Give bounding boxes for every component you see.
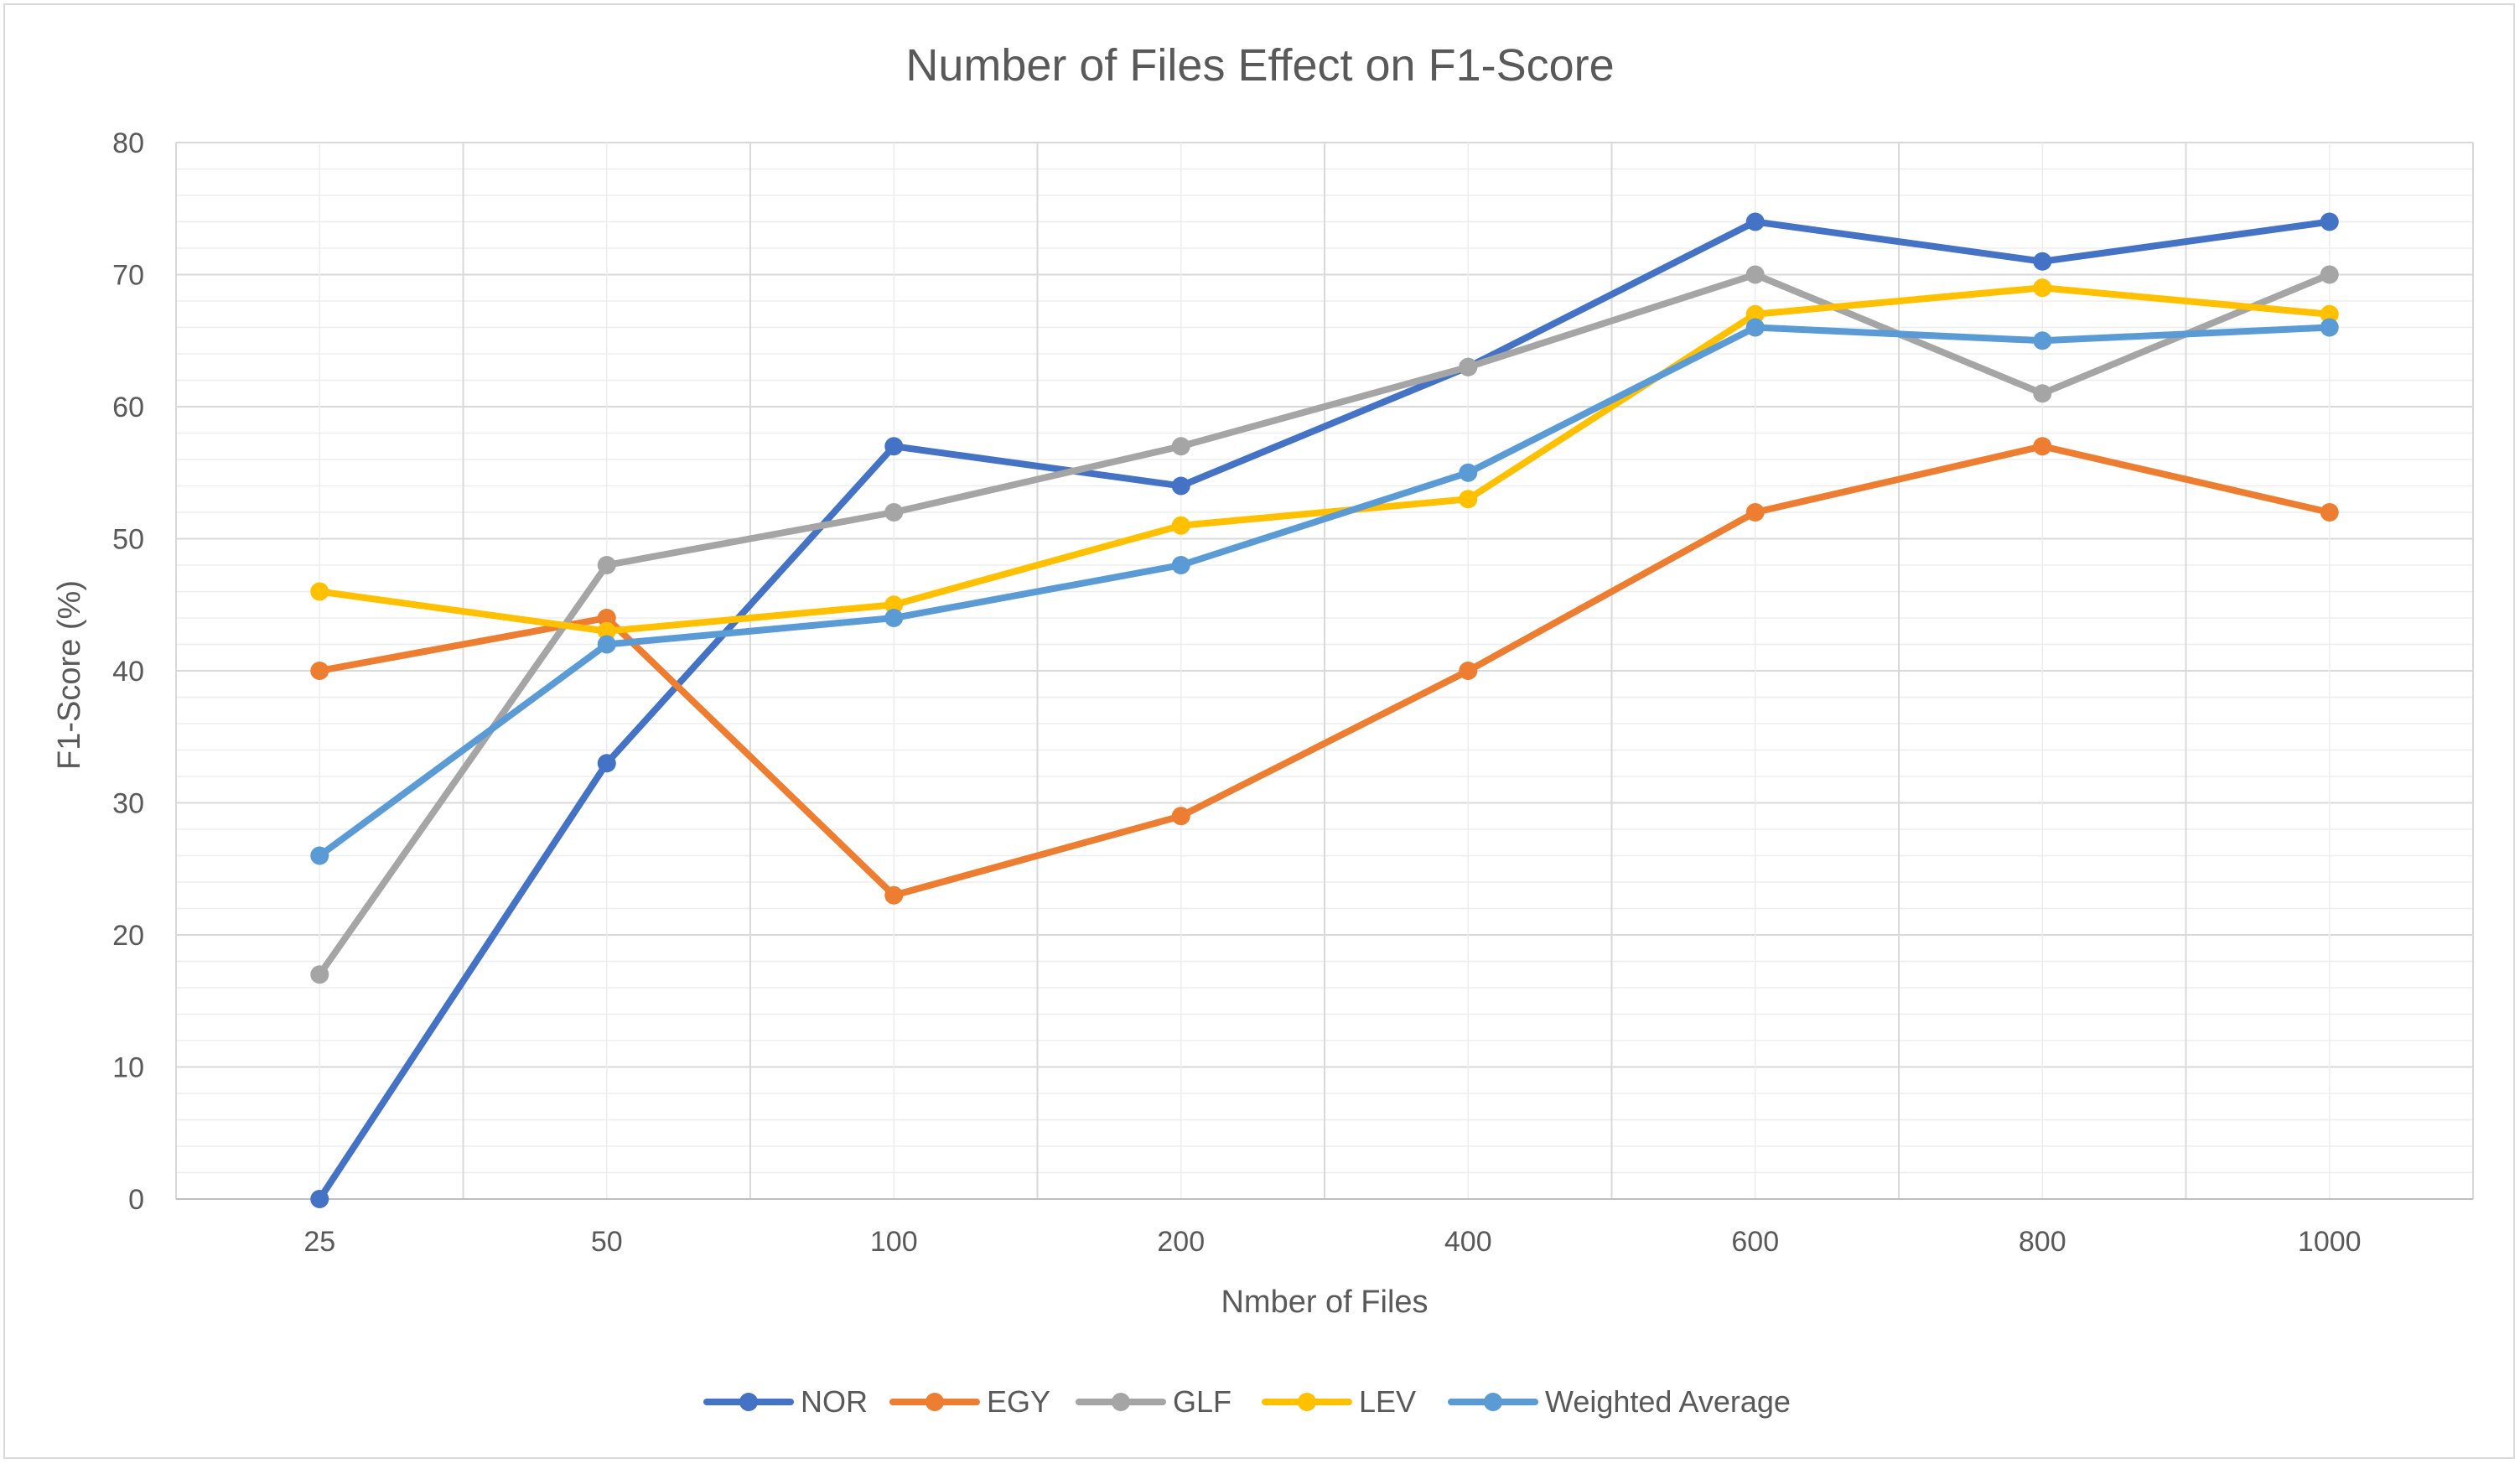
legend-label: Weighted Average bbox=[1545, 1384, 1791, 1419]
legend-item: Weighted Average bbox=[1448, 1384, 1791, 1419]
legend-marker bbox=[1298, 1393, 1316, 1411]
data-point bbox=[1171, 556, 1190, 574]
data-point bbox=[597, 609, 616, 627]
data-point bbox=[884, 503, 904, 522]
y-tick-label: 0 bbox=[128, 1184, 144, 1216]
data-point bbox=[884, 437, 904, 456]
y-tick-label: 50 bbox=[112, 524, 144, 556]
y-tick-label: 80 bbox=[112, 127, 144, 159]
chart-frame bbox=[3, 3, 2515, 1459]
legend-marker bbox=[739, 1393, 758, 1411]
data-point bbox=[597, 621, 616, 641]
data-point bbox=[2033, 384, 2052, 403]
data-point bbox=[1745, 265, 1765, 284]
legend-label: NOR bbox=[801, 1384, 868, 1419]
y-tick-label: 60 bbox=[112, 392, 144, 423]
data-point bbox=[1459, 357, 1478, 376]
series-line bbox=[316, 284, 2333, 635]
x-tick-label: 400 bbox=[1444, 1226, 1492, 1258]
x-tick-label: 1000 bbox=[2298, 1226, 2362, 1258]
data-point bbox=[884, 885, 904, 905]
series-line bbox=[316, 324, 2333, 859]
y-axis-title: F1-Score (%) bbox=[52, 580, 87, 770]
legend-item: EGY bbox=[889, 1384, 1050, 1419]
chart-title: Number of Files Effect on F1-Score bbox=[905, 40, 1614, 91]
legend-label: GLF bbox=[1173, 1384, 1231, 1419]
y-tick-label: 30 bbox=[112, 788, 144, 820]
series-lines bbox=[310, 212, 2339, 1208]
x-tick-label: 50 bbox=[591, 1226, 623, 1258]
data-point bbox=[1745, 318, 1765, 337]
data-point bbox=[1459, 662, 1478, 680]
data-point bbox=[884, 595, 904, 615]
data-point bbox=[2033, 278, 2052, 298]
data-point bbox=[2320, 318, 2339, 337]
x-tick-label: 25 bbox=[303, 1226, 335, 1258]
data-point bbox=[310, 965, 329, 984]
legend-item: LEV bbox=[1262, 1384, 1416, 1419]
y-tick-label: 20 bbox=[112, 920, 144, 952]
data-point bbox=[1745, 212, 1765, 231]
series-line bbox=[316, 443, 2333, 899]
data-point bbox=[2320, 503, 2339, 522]
legend-item: NOR bbox=[703, 1384, 868, 1419]
x-axis-title: Nmber of Files bbox=[1221, 1285, 1428, 1320]
x-tick-label: 800 bbox=[2019, 1226, 2066, 1258]
legend-label: EGY bbox=[987, 1384, 1050, 1419]
data-point bbox=[597, 754, 616, 773]
legend: NOR EGY GLF LEV Weighted Average bbox=[703, 1384, 1791, 1419]
data-point bbox=[1171, 516, 1190, 535]
gridlines bbox=[175, 142, 2474, 1200]
data-point bbox=[2320, 212, 2339, 231]
legend-marker bbox=[1484, 1393, 1502, 1411]
legend-label: LEV bbox=[1359, 1384, 1416, 1419]
y-axis-ticks: 0 10 20 30 40 50 60 70 80 bbox=[112, 127, 144, 1216]
y-tick-label: 70 bbox=[112, 260, 144, 292]
legend-marker bbox=[926, 1393, 944, 1411]
y-tick-label: 40 bbox=[112, 656, 144, 688]
data-point bbox=[1745, 304, 1765, 324]
data-point bbox=[2033, 252, 2052, 271]
series-glf bbox=[310, 265, 2339, 984]
data-point bbox=[2320, 265, 2339, 284]
data-point bbox=[1171, 437, 1190, 456]
series-line bbox=[316, 271, 2333, 979]
data-point bbox=[1171, 476, 1190, 496]
data-point bbox=[310, 1190, 329, 1208]
data-point bbox=[2033, 331, 2052, 350]
series-weighted-average bbox=[310, 318, 2339, 865]
x-tick-label: 200 bbox=[1157, 1226, 1205, 1258]
data-point bbox=[310, 846, 329, 865]
y-tick-label: 10 bbox=[112, 1052, 144, 1084]
data-point bbox=[597, 556, 616, 574]
data-point bbox=[1745, 503, 1765, 522]
legend-marker bbox=[1112, 1393, 1130, 1411]
series-line bbox=[316, 218, 2333, 1202]
x-axis-ticks: 25 50 100 200 400 600 800 1000 bbox=[303, 1226, 2361, 1258]
data-point bbox=[597, 635, 616, 654]
data-point bbox=[1459, 463, 1478, 482]
legend-item: GLF bbox=[1076, 1384, 1231, 1419]
x-tick-label: 600 bbox=[1731, 1226, 1779, 1258]
data-point bbox=[2033, 437, 2052, 456]
x-tick-label: 100 bbox=[870, 1226, 918, 1258]
data-point bbox=[1171, 807, 1190, 826]
data-point bbox=[884, 609, 904, 627]
data-point bbox=[1459, 490, 1478, 509]
series-egy bbox=[310, 437, 2339, 905]
data-point bbox=[310, 662, 329, 680]
data-point bbox=[2320, 304, 2339, 324]
series-lev bbox=[310, 278, 2339, 641]
data-point bbox=[310, 582, 329, 601]
